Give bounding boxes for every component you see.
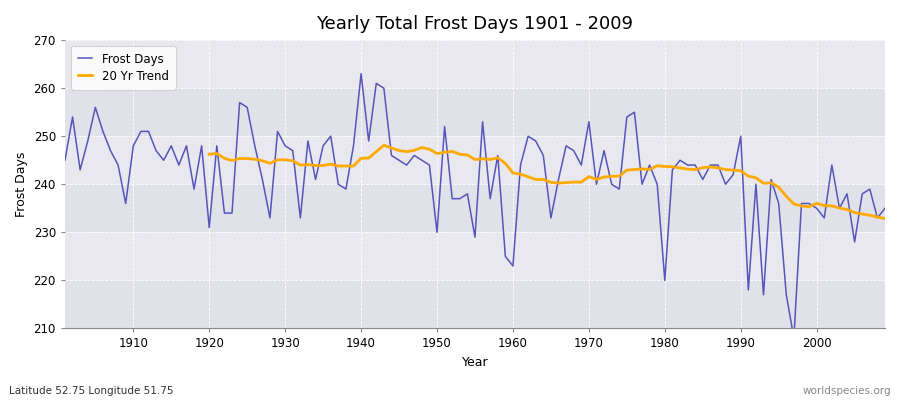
20 Yr Trend bbox=[203, 152, 214, 157]
Frost Days bbox=[287, 148, 298, 153]
20 Yr Trend bbox=[295, 163, 306, 168]
Frost Days bbox=[59, 158, 70, 163]
Frost Days bbox=[508, 264, 518, 268]
Bar bbox=[65, 184, 885, 232]
20 Yr Trend bbox=[417, 145, 428, 150]
Y-axis label: Frost Days: Frost Days bbox=[15, 152, 28, 217]
Frost Days bbox=[879, 206, 890, 211]
20 Yr Trend bbox=[379, 143, 390, 148]
Text: Latitude 52.75 Longitude 51.75: Latitude 52.75 Longitude 51.75 bbox=[9, 386, 174, 396]
Frost Days bbox=[607, 182, 617, 187]
20 Yr Trend bbox=[879, 216, 890, 221]
X-axis label: Year: Year bbox=[462, 356, 489, 369]
Frost Days bbox=[121, 201, 131, 206]
20 Yr Trend bbox=[682, 167, 693, 172]
Bar bbox=[65, 88, 885, 136]
20 Yr Trend bbox=[857, 212, 868, 216]
Legend: Frost Days, 20 Yr Trend: Frost Days, 20 Yr Trend bbox=[71, 46, 176, 90]
Line: Frost Days: Frost Days bbox=[65, 74, 885, 338]
Bar bbox=[65, 280, 885, 328]
Frost Days bbox=[788, 336, 799, 340]
20 Yr Trend bbox=[773, 185, 784, 190]
Frost Days bbox=[333, 182, 344, 187]
Frost Days bbox=[515, 163, 526, 168]
Title: Yearly Total Frost Days 1901 - 2009: Yearly Total Frost Days 1901 - 2009 bbox=[317, 15, 634, 33]
Frost Days bbox=[356, 71, 366, 76]
Text: worldspecies.org: worldspecies.org bbox=[803, 386, 891, 396]
20 Yr Trend bbox=[788, 202, 799, 206]
Line: 20 Yr Trend: 20 Yr Trend bbox=[209, 145, 885, 219]
